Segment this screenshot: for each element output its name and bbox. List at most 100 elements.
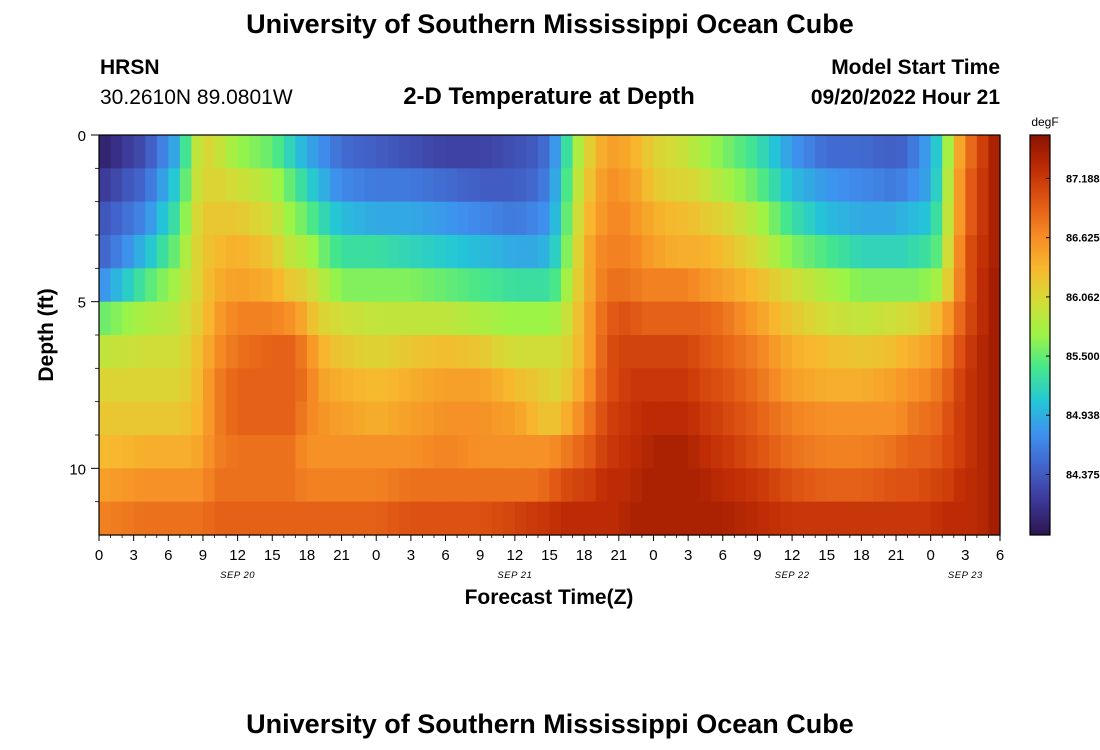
heatmap-cell	[572, 501, 585, 536]
heatmap-cell	[861, 368, 874, 403]
heatmap-cell	[896, 401, 909, 436]
heatmap-cell	[433, 335, 447, 369]
x-tick-label: 21	[610, 547, 627, 564]
heatmap-cell	[514, 401, 527, 436]
heatmap-cell	[422, 235, 435, 269]
heatmap-cell	[133, 335, 146, 369]
heatmap-cell	[561, 335, 574, 369]
heatmap-cell	[722, 168, 735, 203]
heatmap-cell	[433, 235, 447, 269]
heatmap-cell	[156, 401, 169, 436]
heatmap-cell	[861, 268, 874, 303]
heatmap-cell	[722, 401, 735, 436]
heatmap-cell	[514, 368, 527, 403]
heatmap-cell	[768, 135, 782, 169]
x-tick-label: 0	[649, 547, 657, 564]
colorbar-tick-label: 86.062	[1066, 292, 1100, 304]
heatmap-cell	[780, 501, 793, 536]
heatmap-cell	[445, 468, 458, 503]
heatmap-cell	[145, 468, 158, 503]
heatmap-cell	[676, 135, 689, 169]
heatmap-cell	[699, 268, 712, 303]
heatmap-cell	[942, 268, 955, 303]
heatmap-cell	[399, 235, 412, 269]
heatmap-cell	[584, 335, 597, 369]
heatmap-cell	[665, 135, 678, 169]
heatmap-cell	[896, 335, 909, 369]
heatmap-cell	[676, 201, 689, 236]
heatmap-cell	[295, 435, 308, 469]
heatmap-cell	[468, 335, 481, 369]
heatmap-cell	[607, 335, 620, 369]
heatmap-cell	[202, 401, 216, 436]
heatmap-cell	[561, 468, 574, 503]
heatmap-cell	[179, 435, 193, 469]
heatmap-cell	[942, 201, 955, 236]
heatmap-cell	[988, 301, 1001, 336]
date-label: SEP 20	[220, 570, 255, 581]
heatmap-cell	[491, 468, 504, 503]
heatmap-cell	[503, 501, 516, 536]
heatmap-cell	[537, 368, 551, 403]
heatmap-cell	[480, 368, 493, 403]
heatmap-cell	[306, 135, 320, 169]
heatmap-cell	[572, 468, 585, 503]
heatmap-cell	[353, 435, 366, 469]
heatmap-cell	[399, 401, 412, 436]
heatmap-cell	[191, 201, 204, 236]
heatmap-cell	[641, 168, 655, 203]
heatmap-cell	[99, 301, 112, 336]
heatmap-cell	[618, 268, 631, 303]
heatmap-cell	[503, 301, 516, 336]
heatmap-cell	[99, 135, 112, 169]
heatmap-cell	[988, 135, 1001, 169]
heatmap-cell	[942, 435, 955, 469]
heatmap-cell	[896, 201, 909, 236]
heatmap-cell	[168, 468, 181, 503]
heatmap-cell	[168, 301, 181, 336]
x-tick-label: 0	[372, 547, 380, 564]
heatmap-cell	[526, 168, 539, 203]
heatmap-cell	[988, 468, 1001, 503]
heatmap-cell	[122, 468, 135, 503]
heatmap-cell	[653, 268, 666, 303]
heatmap-cell	[884, 201, 897, 236]
heatmap-cell	[410, 335, 424, 369]
heatmap-cell	[387, 235, 400, 269]
heatmap-cell	[618, 135, 631, 169]
heatmap-cell	[745, 201, 759, 236]
heatmap-cell	[214, 435, 227, 469]
heatmap-cell	[399, 335, 412, 369]
heatmap-cell	[445, 401, 458, 436]
heatmap-cell	[549, 401, 562, 436]
heatmap-cell	[826, 168, 839, 203]
heatmap-cell	[295, 135, 308, 169]
heatmap-cell	[214, 235, 227, 269]
heatmap-cell	[514, 301, 527, 336]
heatmap-cell	[965, 135, 978, 169]
heatmap-cell	[202, 301, 216, 336]
heatmap-cell	[491, 135, 504, 169]
heatmap-cell	[422, 335, 435, 369]
heatmap-cell	[653, 135, 666, 169]
heatmap-cell	[191, 335, 204, 369]
heatmap-cell	[988, 168, 1001, 203]
heatmap-cell	[930, 201, 943, 236]
heatmap-cell	[572, 368, 585, 403]
heatmap-cell	[179, 335, 193, 369]
heatmap-cell	[872, 168, 886, 203]
heatmap-cell	[826, 501, 839, 536]
heatmap-cell	[826, 368, 839, 403]
heatmap-cell	[919, 268, 932, 303]
heatmap-cell	[711, 368, 724, 403]
heatmap-cell	[122, 335, 135, 369]
heatmap-cell	[572, 401, 585, 436]
heatmap-cell	[341, 301, 354, 336]
heatmap-cell	[191, 401, 204, 436]
heatmap-cell	[376, 135, 389, 169]
heatmap-cell	[676, 335, 689, 369]
heatmap-cell	[861, 168, 874, 203]
heatmap-cell	[849, 335, 862, 369]
heatmap-cell	[410, 501, 424, 536]
heatmap-cell	[607, 168, 620, 203]
